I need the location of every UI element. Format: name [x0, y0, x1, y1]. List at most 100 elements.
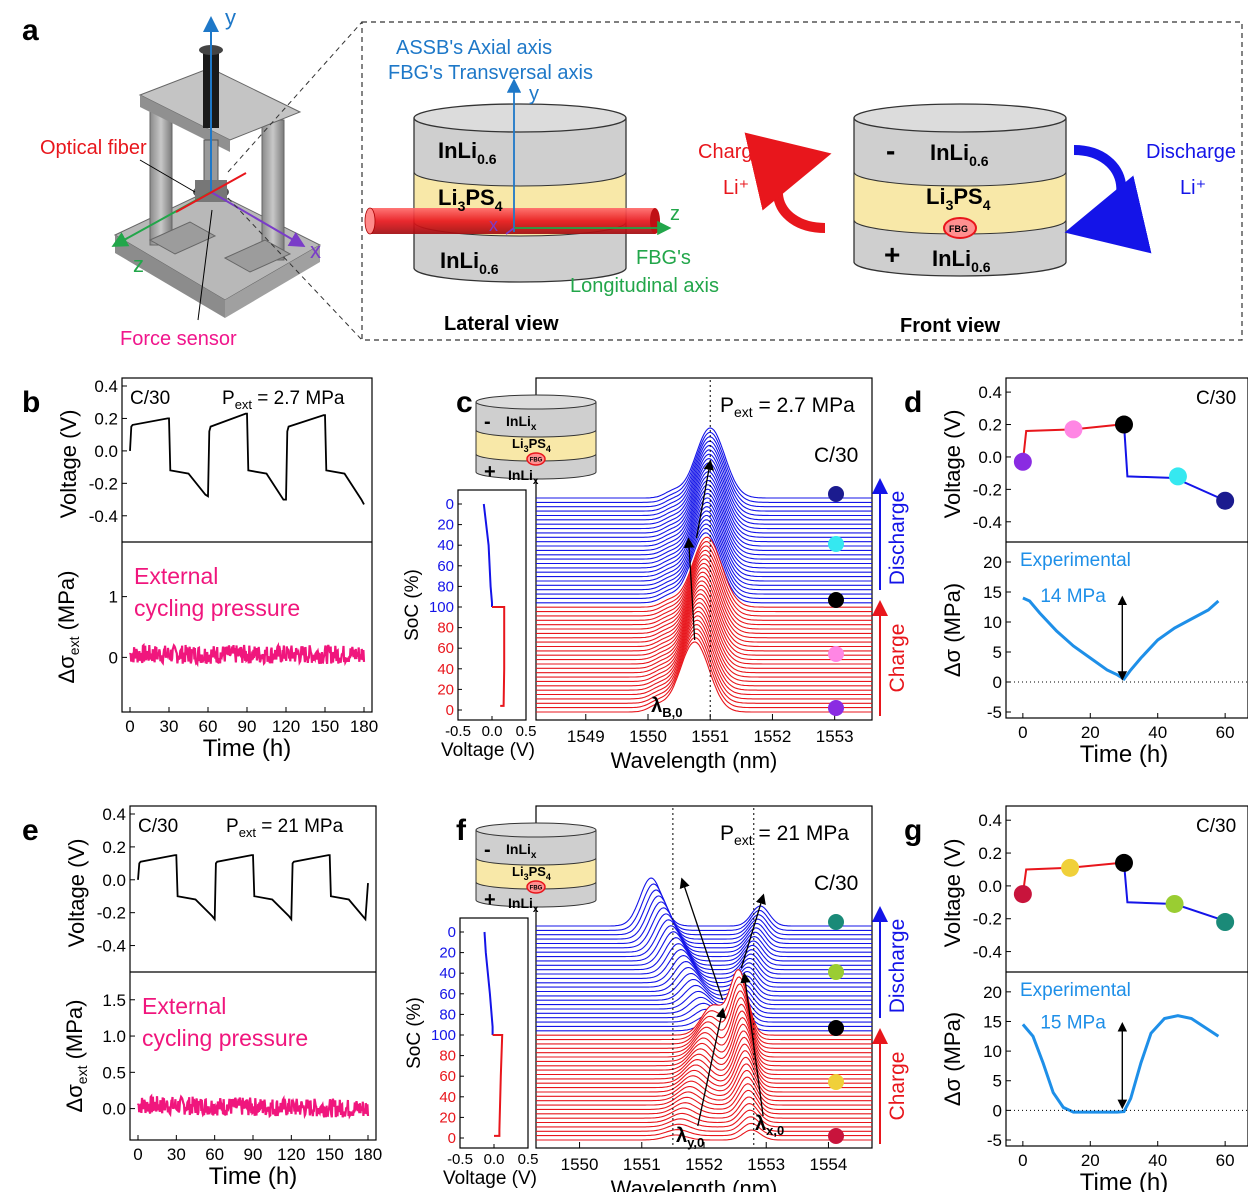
volt-tick-label: -0.5 [445, 723, 471, 740]
front-fbg-circle [943, 217, 977, 239]
spectrum-curve [536, 641, 872, 713]
state-dot [1013, 452, 1032, 471]
y-tick-label: 20 [983, 983, 1002, 1002]
spectrum-curve [536, 889, 872, 936]
y-tick-label: 10 [983, 613, 1002, 632]
lateral-li3ps4: Li3PS4 [438, 185, 503, 214]
p-ext-label: Pext = 2.7 MPa [222, 388, 345, 412]
y-tick-label: -0.4 [973, 513, 1002, 532]
lateral-axis-z-label: z [670, 203, 680, 225]
y-tick-label: 0.4 [94, 377, 118, 396]
inset-plus: + [484, 889, 496, 911]
inset-plus: + [484, 461, 496, 483]
volt-tick-label: 0.0 [482, 723, 503, 740]
lambda-b0-label: λB,0 [651, 695, 682, 720]
x-tick-label: 30 [160, 717, 179, 736]
inset-electrolyte [475, 429, 597, 462]
front-minus: - [886, 135, 895, 166]
x-tick-label: 1549 [567, 727, 605, 746]
spectrum-curve [536, 907, 872, 949]
voltage-line [129, 412, 365, 505]
y-tick-label: 0.0 [978, 877, 1002, 896]
discharge-side-label: Discharge [886, 491, 909, 586]
x-tick-label: 120 [272, 717, 300, 736]
soc-tick-label: 40 [439, 1089, 456, 1106]
soc-tick-label: 20 [437, 681, 454, 698]
y-axis-label-voltage: Voltage (V) [56, 410, 81, 519]
x-tick-label: 0 [133, 1145, 142, 1164]
y-tick-label: 1.5 [102, 991, 126, 1010]
x-tick-label: 60 [199, 717, 218, 736]
charge-side-label: Charge [886, 624, 909, 693]
state-dot [1115, 415, 1133, 434]
cycling-pressure-label: cycling pressure [134, 595, 300, 621]
x-axis-label: Time (h) [203, 735, 291, 762]
soc-tick-label: 0 [448, 1130, 456, 1147]
soc-tick-label: 100 [429, 599, 454, 616]
lateral-axis-x-label: x [489, 215, 498, 235]
state-dot [828, 964, 844, 980]
y-tick-label: 0.5 [102, 1063, 126, 1082]
front-plus: + [884, 239, 900, 270]
spectrum-curve [536, 1116, 872, 1132]
y-axis-label-voltage: Voltage (V) [940, 839, 965, 948]
rig-base-front [225, 245, 320, 318]
soc-tick-label: 0 [446, 702, 454, 719]
y-tick-label: 0.2 [102, 838, 126, 857]
y-tick-label: 0.4 [978, 811, 1002, 830]
y-tick-label: -0.2 [973, 480, 1002, 499]
zoom-line-top [227, 21, 363, 173]
y-axis-label-stress: Δσext (MPa) [54, 571, 82, 684]
soc-tick-label: 60 [439, 1068, 456, 1085]
voltage-discharge-line [1123, 862, 1226, 923]
y-tick-label: 0.0 [94, 442, 118, 461]
experimental-label: Experimental [1020, 550, 1131, 571]
y-tick-label: 0.2 [94, 409, 118, 428]
lateral-fiber-end-left [364, 207, 376, 235]
front-inli-top: InLi0.6 [930, 140, 989, 169]
inset-fbg-label: FBG [530, 886, 543, 892]
x-tick-label: 60 [205, 1145, 224, 1164]
rig-top-plate-edge [140, 95, 230, 152]
discharge-side-label: Discharge [886, 919, 909, 1014]
y-tick-label: 5 [993, 643, 1002, 662]
inset-cell-top [475, 822, 597, 838]
x-tick-label: 60 [1216, 723, 1235, 742]
x-tick-label: 60 [1216, 1151, 1235, 1170]
x-tick-label: 180 [354, 1145, 382, 1164]
lambda-x0-label: λx,0 [755, 1113, 784, 1138]
inset-inli-bottom: InLix [508, 467, 539, 487]
y-tick-label: 1 [109, 588, 118, 607]
y-tick-label: 0.0 [978, 448, 1002, 467]
lateral-view-label: Lateral view [444, 313, 559, 335]
p-ext-label: Pext = 2.7 MPa [720, 394, 855, 420]
peak-x-arrow-discharge [740, 893, 766, 969]
charge-li-label: Li⁺ [723, 177, 749, 199]
panel-a: a y z x Optical fiber Force sensor [22, 5, 1243, 350]
panel-letter-a: a [22, 14, 39, 47]
y-tick-label: 15 [983, 583, 1002, 602]
zoom-line-bottom [227, 197, 363, 341]
charge-side-label: Charge [886, 1052, 909, 1121]
soc-charge-line [492, 1034, 504, 1137]
panel-letter-b: b [22, 386, 40, 419]
x-tick-label: 40 [1148, 723, 1167, 742]
y-tick-label: 0.4 [978, 383, 1002, 402]
rig-base [113, 189, 322, 301]
lateral-axis-y-label: y [529, 83, 539, 105]
x-tick-label: 90 [238, 717, 257, 736]
spectrum-curve [536, 1109, 872, 1128]
experimental-label: Experimental [1020, 980, 1131, 1001]
soc-tick-label: 40 [437, 661, 454, 678]
state-dot [828, 592, 844, 608]
front-view-label: Front view [900, 315, 1000, 337]
y-tick-label: -0.2 [97, 904, 126, 923]
x-tick-label: 0 [1018, 723, 1027, 742]
inset-fbg [526, 452, 546, 466]
y-axis-label-voltage: Voltage (V) [940, 410, 965, 519]
y-tick-label: 0.4 [102, 805, 126, 824]
state-dot [1216, 491, 1235, 510]
x-tick-label: 150 [311, 717, 339, 736]
